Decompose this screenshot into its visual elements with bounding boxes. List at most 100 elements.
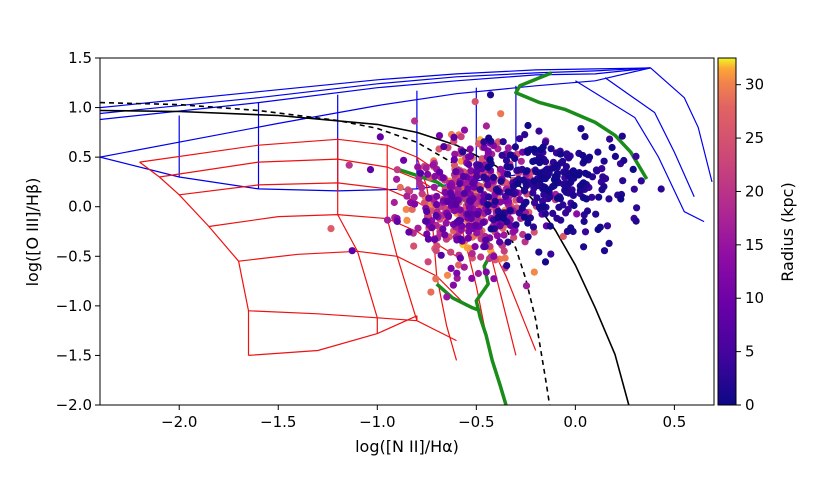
scatter-point xyxy=(376,133,384,141)
scatter-point xyxy=(442,219,450,227)
scatter-point xyxy=(427,288,435,296)
scatter-point xyxy=(549,209,557,217)
scatter-point xyxy=(506,163,514,171)
scatter-point xyxy=(485,134,493,142)
scatter-point xyxy=(584,171,592,179)
scatter-point xyxy=(551,173,560,181)
scatter-point xyxy=(515,166,523,174)
scatter-point xyxy=(514,179,522,188)
scatter-point xyxy=(577,125,585,133)
scatter-point xyxy=(633,204,641,212)
scatter-point xyxy=(422,164,430,172)
colorbar-tick-label: 0 xyxy=(745,396,755,414)
y-tick-label: 1.0 xyxy=(68,99,92,117)
scatter-point xyxy=(345,161,353,169)
scatter-point xyxy=(430,183,438,191)
scatter-point xyxy=(543,186,552,194)
scatter-point xyxy=(504,238,512,246)
scatter-point xyxy=(559,232,567,240)
scatter-point xyxy=(435,132,444,140)
scatter-point xyxy=(502,156,511,164)
scatter-point xyxy=(529,223,538,231)
scatter-point xyxy=(547,145,555,153)
grid-line xyxy=(139,161,250,356)
scatter-point xyxy=(411,117,419,125)
scatter-points xyxy=(327,91,665,301)
scatter-point xyxy=(562,163,571,171)
scatter-point xyxy=(465,222,473,230)
scatter-point xyxy=(443,197,451,206)
y-tick-label: 1.5 xyxy=(68,49,92,67)
scatter-point xyxy=(494,214,502,222)
grid-line xyxy=(337,139,378,334)
scatter-point xyxy=(414,224,422,232)
scatter-point xyxy=(477,253,485,261)
scatter-point xyxy=(467,167,475,175)
scatter-point xyxy=(433,192,441,200)
scatter-point xyxy=(456,254,464,262)
colorbar-tick-label: 30 xyxy=(745,76,764,94)
scatter-point xyxy=(499,138,507,146)
y-axis-ticks: 1.5 1.0 0.5 0.0 −0.5 −1.0 −1.5 −2.0 xyxy=(56,49,100,414)
scatter-point xyxy=(396,183,404,192)
scatter-point xyxy=(432,211,440,220)
scatter-point xyxy=(535,248,543,256)
scatter-point xyxy=(541,210,550,218)
scatter-point xyxy=(511,143,519,151)
grid-line xyxy=(575,80,705,223)
scatter-point xyxy=(575,171,583,179)
scatter-point xyxy=(383,216,392,224)
scatter-point xyxy=(519,176,528,184)
scatter-point xyxy=(550,182,558,190)
scatter-point xyxy=(443,293,451,301)
y-axis-label: log([O III]/Hβ) xyxy=(23,178,42,287)
y-tick-label: 0.5 xyxy=(68,148,92,166)
scatter-point xyxy=(567,224,575,232)
scatter-point xyxy=(402,205,410,213)
scatter-point xyxy=(524,219,532,227)
scatter-point xyxy=(414,163,422,171)
scatter-point xyxy=(524,233,532,241)
scatter-point xyxy=(410,242,418,250)
scatter-point xyxy=(594,148,602,156)
scatter-point xyxy=(400,156,408,164)
scatter-point xyxy=(542,166,550,174)
scatter-point xyxy=(411,200,419,208)
scatter-point xyxy=(516,196,524,204)
y-tick-label: 0.0 xyxy=(68,198,92,216)
scatter-point xyxy=(546,222,554,230)
scatter-point xyxy=(581,133,589,141)
scatter-point xyxy=(449,281,457,289)
scatter-point xyxy=(553,194,562,202)
scatter-point xyxy=(632,152,640,160)
scatter-point xyxy=(473,173,481,181)
scatter-point xyxy=(473,210,482,219)
grid-line xyxy=(100,67,651,115)
scatter-point xyxy=(420,199,428,207)
scatter-point xyxy=(569,170,577,178)
scatter-point xyxy=(480,173,488,181)
scatter-point xyxy=(494,187,502,195)
scatter-point xyxy=(620,156,628,165)
scatter-point xyxy=(557,216,565,224)
scatter-point xyxy=(637,177,645,185)
scatter-point xyxy=(471,98,479,106)
scatter-point xyxy=(592,210,600,218)
scatter-point xyxy=(429,161,437,169)
scatter-point xyxy=(579,151,587,160)
scatter-point xyxy=(447,264,455,272)
scatter-point xyxy=(535,127,543,135)
scatter-point xyxy=(605,239,613,247)
scatter-point xyxy=(486,156,494,164)
scatter-point xyxy=(432,247,440,255)
scatter-point xyxy=(521,213,529,221)
scatter-point xyxy=(579,194,587,202)
scatter-point xyxy=(498,151,506,159)
scatter-point xyxy=(423,207,431,216)
scatter-point xyxy=(443,271,452,279)
scatter-point xyxy=(657,185,665,193)
scatter-point xyxy=(504,144,512,152)
scatter-point xyxy=(522,282,531,290)
scatter-point xyxy=(446,182,454,190)
